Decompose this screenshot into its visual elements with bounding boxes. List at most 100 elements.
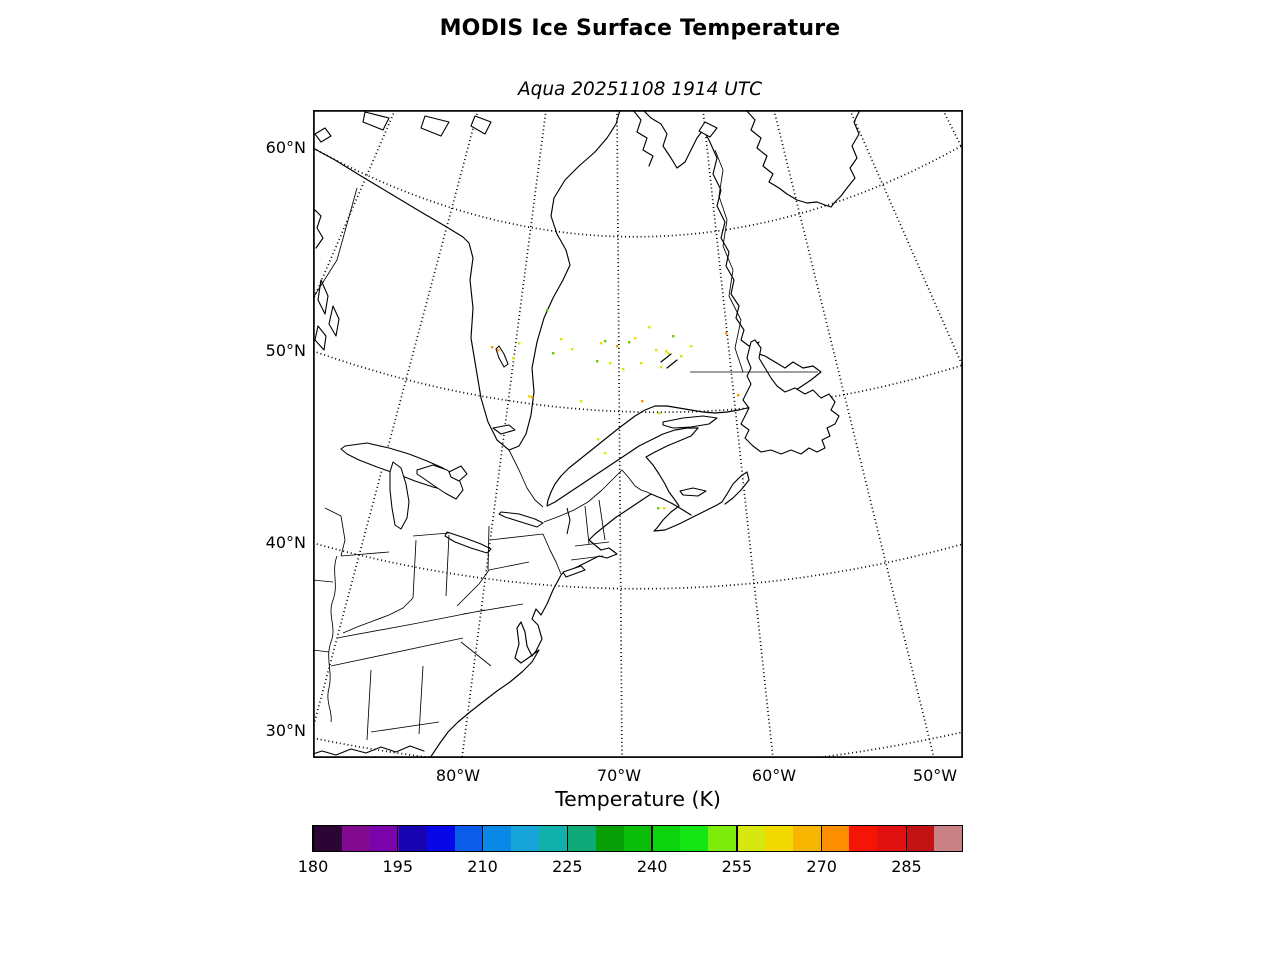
colorbar-segment — [342, 826, 371, 851]
map-panel — [313, 110, 963, 758]
lat-label-60n: 60°N — [265, 138, 306, 157]
colorbar-segment — [483, 826, 512, 851]
figure-title: MODIS Ice Surface Temperature — [439, 16, 841, 41]
colorbar-segment — [933, 826, 962, 851]
ice-pixel — [552, 352, 555, 355]
ice-pixel — [497, 349, 500, 352]
colorbar-segment — [567, 826, 596, 851]
colorbar-tick-label: 225 — [552, 857, 583, 876]
graticule-meridians — [313, 110, 963, 758]
great-lakes — [340, 345, 678, 554]
colorbar-tick-label: 210 — [467, 857, 498, 876]
ice-pixel — [665, 350, 668, 353]
ottawa-islands — [470, 115, 492, 135]
colorbar-segment — [511, 826, 540, 851]
ice-pixel — [616, 345, 619, 348]
colorbar-segment — [370, 826, 399, 851]
colorbar-segment — [708, 826, 737, 851]
figure-subtitle: Aqua 20251108 1914 UTC — [517, 79, 763, 100]
lon-label-60w: 60°W — [751, 766, 797, 785]
ice-pixel — [528, 395, 531, 398]
ice-pixel — [660, 366, 663, 369]
ice-pixel — [622, 368, 625, 371]
ice-pixel — [655, 349, 658, 352]
ice-pixel — [571, 348, 574, 351]
map-svg — [313, 110, 963, 758]
graticule-parallels — [313, 144, 963, 758]
colorbar-segment — [652, 826, 681, 851]
ice-pixel — [640, 362, 643, 365]
ice-pixel — [560, 338, 563, 341]
colorbar-tick-label: 270 — [806, 857, 837, 876]
ohio-river — [342, 597, 414, 634]
ice-pixel — [518, 342, 521, 345]
ice-pixel — [600, 342, 603, 345]
colorbar-title: Temperature (K) — [555, 787, 721, 811]
colorbar-tick — [820, 825, 823, 852]
ice-pixel — [580, 400, 583, 403]
ice-pixel — [546, 309, 549, 312]
ice-pixel — [491, 346, 494, 349]
coats-island — [362, 111, 390, 131]
colorbar-tick-label: 195 — [382, 857, 414, 876]
lake-ontario — [498, 511, 544, 528]
newfoundland — [740, 339, 840, 455]
ice-pixel — [663, 507, 666, 510]
colorbar-tick-label: 255 — [721, 857, 753, 876]
anticosti-island — [662, 415, 718, 429]
colorbar-segment — [821, 826, 850, 851]
borders — [313, 149, 818, 741]
ice-pixel — [690, 345, 693, 348]
lon-label-50w: 50°W — [912, 766, 958, 785]
ice-pixel — [604, 340, 607, 343]
ice-pixel — [512, 357, 515, 360]
ice-pixel — [725, 332, 728, 335]
long-island — [562, 565, 586, 578]
mansel-island — [420, 115, 450, 137]
colorbar-segment — [426, 826, 455, 851]
ice-pixel — [634, 337, 637, 340]
colorbar-tick-label: 180 — [297, 857, 329, 876]
belcher-islands — [314, 279, 340, 351]
ice-pixel — [596, 360, 599, 363]
colorbar-segment — [905, 826, 934, 851]
lat-label-40n: 40°N — [265, 533, 306, 552]
ice-pixel — [628, 341, 631, 344]
colorbar-tick — [481, 825, 484, 852]
colorbar-tick — [651, 825, 653, 852]
colorbar-tick — [397, 825, 399, 852]
ice-pixel — [648, 326, 651, 329]
greenland-coast — [745, 110, 861, 208]
baffin-coast — [632, 110, 654, 167]
colorbar-segment — [680, 826, 709, 851]
colorbar-segment — [398, 826, 427, 851]
mississippi-river — [327, 555, 338, 723]
us-canada-border — [543, 469, 652, 523]
colorbar-tick — [905, 825, 908, 852]
resolution-island — [698, 121, 718, 138]
colorbar-tick — [736, 825, 738, 852]
quebec-labrador-border — [714, 149, 744, 373]
manitoba-ontario-border — [313, 187, 358, 299]
lake-champlain — [566, 507, 571, 535]
ice-pixel — [604, 452, 607, 455]
georgian-bay — [448, 465, 468, 482]
islands — [314, 110, 840, 497]
ontario-quebec-border — [508, 449, 544, 508]
lat-label-50n: 50°N — [265, 341, 306, 360]
colorbar-tick-label: 240 — [636, 857, 668, 876]
colorbar-segment — [877, 826, 906, 851]
colorbar-segment — [849, 826, 878, 851]
ice-pixel — [597, 438, 600, 441]
smallwood-reservoir — [660, 353, 678, 369]
ice-pixel — [667, 352, 670, 355]
lat-label-30n: 30°N — [265, 721, 306, 740]
ice-pixel — [658, 412, 661, 415]
colorbar-segment — [539, 826, 568, 851]
lon-label-70w: 70°W — [596, 766, 642, 785]
colorbar-segment — [454, 826, 484, 851]
ice-pixel — [609, 362, 612, 365]
lake-erie — [444, 531, 492, 554]
ice-temperature-pixels — [491, 309, 740, 510]
